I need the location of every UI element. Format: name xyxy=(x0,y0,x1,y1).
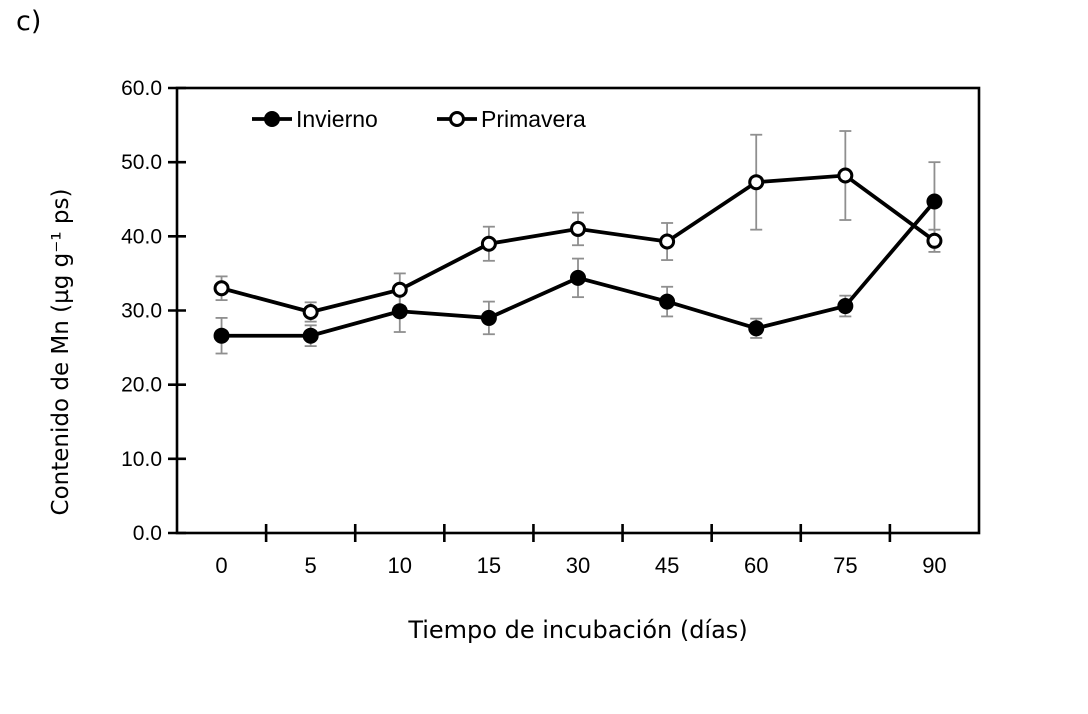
x-tick-label: 10 xyxy=(388,553,412,578)
data-point-invierno xyxy=(480,309,497,326)
x-tick-label: 0 xyxy=(215,553,227,578)
data-point-invierno xyxy=(302,327,319,344)
data-point-primavera xyxy=(302,303,319,320)
data-point-primavera xyxy=(213,280,230,297)
legend-marker-primavera xyxy=(449,111,465,127)
data-point-invierno xyxy=(570,269,586,286)
data-point-primavera xyxy=(480,235,497,252)
data-point-primavera xyxy=(748,174,765,191)
data-point-invierno xyxy=(837,298,854,315)
plot-frame xyxy=(175,86,981,535)
legend-marker-invierno xyxy=(264,111,280,127)
y-tick-label: 0.0 xyxy=(133,522,162,545)
y-tick-label: 60.0 xyxy=(121,77,162,100)
x-tick-label: 30 xyxy=(566,553,590,578)
data-point-invierno xyxy=(213,327,230,344)
x-tick-label: 90 xyxy=(922,553,946,578)
y-tick-label: 50.0 xyxy=(121,151,162,174)
x-tick-label: 5 xyxy=(305,553,317,578)
data-point-primavera xyxy=(837,167,854,184)
legend-label-invierno: Invierno xyxy=(296,106,378,132)
data-point-primavera xyxy=(391,281,408,298)
x-tick-label: 15 xyxy=(477,553,501,578)
legend-label-primavera: Primavera xyxy=(481,106,586,132)
y-tick-label: 30.0 xyxy=(121,300,162,323)
data-point-primavera xyxy=(926,232,943,249)
x-axis-title: Tiempo de incubación (días) xyxy=(407,616,747,644)
panel-label: c) xyxy=(16,6,42,37)
data-point-primavera xyxy=(659,233,676,250)
y-tick-label: 40.0 xyxy=(121,225,162,248)
data-point-invierno xyxy=(391,303,408,320)
x-tick-label: 75 xyxy=(833,553,857,578)
data-point-invierno xyxy=(748,320,765,337)
data-point-primavera xyxy=(570,220,586,237)
data-point-invierno xyxy=(659,293,676,310)
y-tick-label: 20.0 xyxy=(121,374,162,397)
x-tick-label: 60 xyxy=(744,553,768,578)
y-axis-title: Contenido de Mn (µg g⁻¹ ps) xyxy=(48,189,74,516)
x-tick-label: 45 xyxy=(655,553,679,578)
y-tick-label: 10.0 xyxy=(121,448,162,471)
data-point-invierno xyxy=(926,193,943,210)
